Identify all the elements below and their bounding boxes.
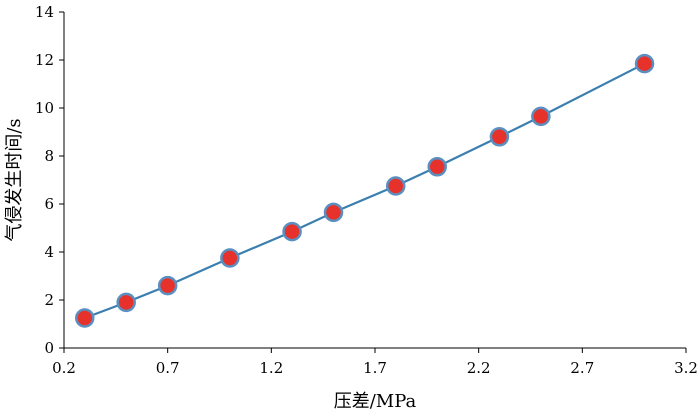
x-tick-label: 2.2	[467, 359, 491, 377]
data-point	[427, 157, 447, 177]
x-tick-label: 0.7	[156, 359, 180, 377]
y-tick-label: 0	[44, 339, 54, 357]
data-point	[282, 221, 302, 242]
data-point	[323, 202, 344, 223]
y-tick-label: 12	[35, 51, 54, 69]
y-tick-label: 10	[35, 99, 54, 117]
ticks: 0.2 0.7 1.2 1.7 2.2 2.7 3.2 0 2 4 6 8 10 12 14	[35, 3, 698, 377]
y-tick-label: 2	[44, 291, 54, 309]
data-point	[220, 248, 240, 268]
x-tick-label: 1.2	[259, 359, 283, 377]
y-tick-label: 6	[44, 195, 54, 213]
y-tick-label: 4	[44, 243, 54, 261]
data-point	[116, 292, 136, 313]
x-axis-title: 压差/MPa	[334, 391, 417, 412]
series	[74, 53, 655, 328]
x-tick-label: 1.7	[363, 359, 387, 377]
x-tick-label: 2.7	[570, 359, 594, 377]
y-tick-label: 8	[44, 147, 54, 165]
x-tick-label: 0.2	[52, 359, 76, 377]
axes	[63, 12, 686, 349]
y-axis-title: 气侵发生时间/s	[4, 118, 25, 241]
data-point	[74, 308, 95, 328]
y-tick-label: 14	[35, 3, 54, 21]
data-point	[385, 176, 406, 196]
data-point	[531, 106, 551, 127]
x-tick-label: 3.2	[674, 359, 698, 377]
data-point	[634, 53, 655, 74]
data-point	[489, 127, 510, 147]
data-point	[157, 275, 178, 296]
